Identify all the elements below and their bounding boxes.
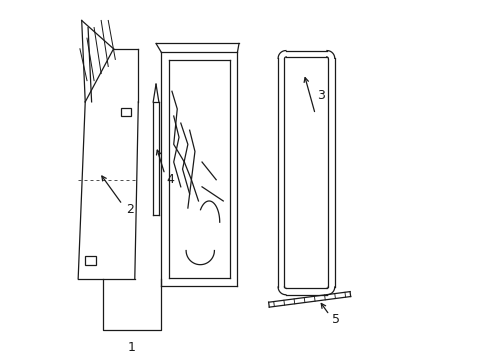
Text: 2: 2 [126, 203, 134, 216]
Bar [121, 108, 130, 116]
Text: 3: 3 [317, 89, 325, 102]
Text: 1: 1 [127, 341, 135, 354]
Text: 5: 5 [331, 313, 340, 326]
Bar [85, 256, 96, 265]
Text: 4: 4 [166, 173, 174, 186]
